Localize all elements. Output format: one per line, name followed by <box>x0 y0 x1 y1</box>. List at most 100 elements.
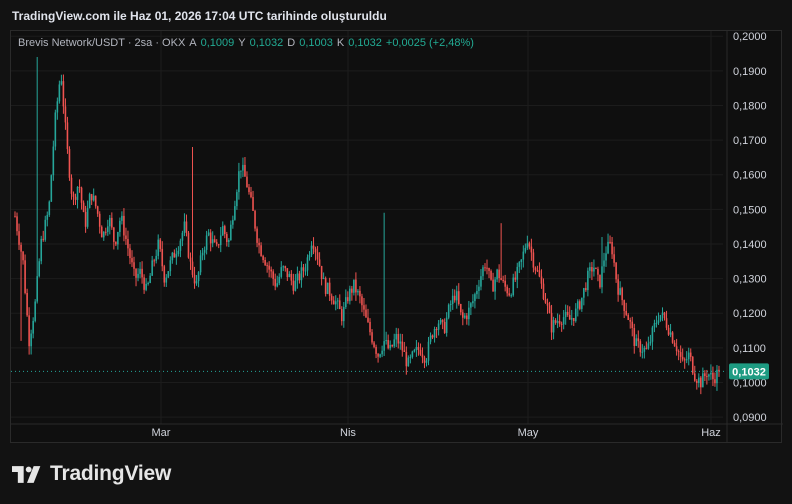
candle <box>597 266 599 282</box>
candle <box>320 265 323 286</box>
candlestick-chart[interactable]: 0,0900 0,1000 0,1100 0,1200 0,1300 0,1400 0,15… <box>11 31 783 444</box>
candle <box>587 267 589 297</box>
candle-body <box>338 300 341 310</box>
candle-body <box>322 278 325 280</box>
candle-body <box>407 357 410 367</box>
candle <box>470 302 472 316</box>
candle-body <box>284 266 287 269</box>
candle-body <box>651 327 654 342</box>
candle-body <box>369 321 371 333</box>
candle-body <box>163 266 166 283</box>
candle-body <box>242 164 244 171</box>
candle <box>32 317 34 339</box>
candle-body <box>367 317 369 322</box>
candle <box>268 261 270 278</box>
candle-body <box>173 252 176 258</box>
candle-body <box>328 282 331 296</box>
candle-body <box>187 232 190 258</box>
candle-body <box>223 226 226 235</box>
candle-body <box>342 307 345 322</box>
candle <box>554 318 557 325</box>
candle-body <box>141 268 143 278</box>
export-caption: TradingView.com ile Haz 01, 2026 17:04 U… <box>12 9 387 23</box>
candle-body <box>205 235 208 250</box>
candle <box>411 350 414 359</box>
candle-body <box>82 202 85 212</box>
candle-body <box>449 303 452 305</box>
chart-pane[interactable]: 0,0900 0,1000 0,1100 0,1200 0,1300 0,1400 0,15… <box>10 30 783 444</box>
candle <box>486 259 488 275</box>
candle <box>288 271 291 278</box>
candle-body <box>546 302 549 306</box>
candle-body <box>431 335 434 338</box>
candle <box>44 215 47 242</box>
candle-body <box>272 271 274 279</box>
candle <box>566 305 569 317</box>
candle-body <box>300 267 303 281</box>
brand[interactable]: TradingView <box>12 462 171 486</box>
candle-body <box>143 277 145 290</box>
candle-body <box>649 341 652 344</box>
candle-body <box>562 317 565 325</box>
candle-body <box>135 268 137 278</box>
candle-body <box>423 357 426 363</box>
candle-body <box>145 283 147 290</box>
current-price-label: 0,1032 <box>732 366 766 378</box>
candle <box>296 266 299 289</box>
candle <box>665 310 668 331</box>
candle <box>613 246 615 267</box>
candle-body <box>62 81 65 107</box>
symbol-title[interactable]: Brevis Network/USDT · 2sa · OKX <box>18 37 186 49</box>
candle-body <box>581 297 583 309</box>
candle-body <box>131 258 133 263</box>
candle <box>199 250 202 276</box>
candle-body <box>149 275 151 283</box>
brand-name: TradingView <box>50 462 172 485</box>
candle <box>484 263 486 272</box>
candle <box>22 250 24 265</box>
candle <box>286 268 289 281</box>
candle <box>464 313 466 320</box>
candle-body <box>40 238 43 262</box>
candle <box>560 321 563 332</box>
candle <box>698 373 700 388</box>
candle <box>524 243 527 254</box>
candle-body <box>714 379 716 384</box>
candle-body <box>117 232 119 245</box>
candle-body <box>197 272 200 282</box>
candle-body <box>363 305 365 310</box>
candle-body <box>572 317 575 321</box>
candle-body <box>718 369 720 372</box>
candle <box>342 302 345 328</box>
candle <box>351 285 353 301</box>
candle <box>583 287 585 306</box>
candle-body <box>90 194 93 201</box>
candle-body <box>528 243 531 247</box>
candle <box>706 369 708 385</box>
candle-body <box>330 295 333 301</box>
candle <box>490 269 492 281</box>
candle <box>155 249 157 264</box>
candle <box>56 97 59 120</box>
candle-body <box>74 196 77 200</box>
candle <box>625 302 627 317</box>
candle-body <box>502 279 504 281</box>
candle-body <box>556 321 559 323</box>
candle <box>98 211 101 234</box>
candle <box>667 324 670 336</box>
candle <box>104 227 107 236</box>
price-tick-label: 0,1700 <box>733 135 767 147</box>
candle <box>141 261 143 284</box>
candle-body <box>377 353 379 357</box>
candle <box>651 325 654 350</box>
candle-body <box>52 146 55 176</box>
price-tick-label: 0,1300 <box>733 274 767 286</box>
candle <box>18 223 20 250</box>
candle <box>175 247 178 265</box>
candle <box>270 266 272 278</box>
candle-body <box>183 221 186 233</box>
candle <box>492 272 494 292</box>
candle <box>564 304 567 325</box>
candle-body <box>464 315 466 318</box>
candle-body <box>401 341 404 351</box>
